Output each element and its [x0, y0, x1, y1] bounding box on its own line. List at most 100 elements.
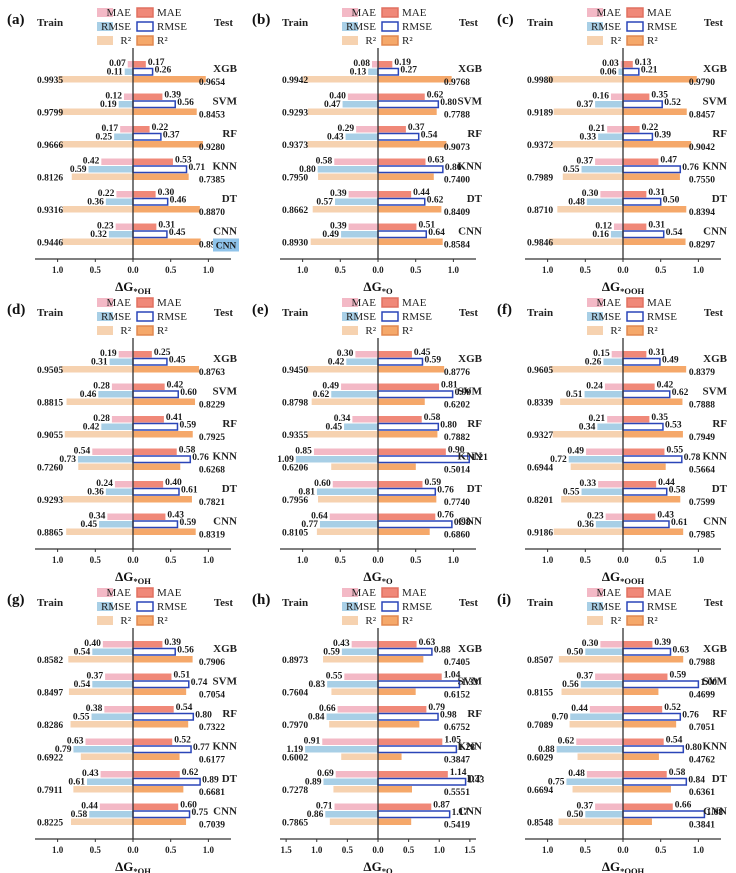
test-mae-bar — [623, 803, 673, 810]
test-mae-bar — [623, 448, 665, 455]
test-rmse-bar — [377, 810, 451, 819]
category-dt: DT 0.220.36 0.9316 0.300.46 0.8870 — [37, 188, 238, 218]
test-side-label: Test — [214, 17, 233, 29]
train-r2-bar — [318, 496, 378, 503]
legend-train-r2-label: R² — [610, 325, 621, 337]
legend-test-mae-label: MAE — [402, 7, 427, 19]
test-mae-bar — [133, 448, 177, 455]
test-mae-value: 0.59 — [424, 478, 441, 488]
legend-train-mae-label: MAE — [107, 7, 132, 19]
test-mae-bar — [378, 223, 417, 230]
train-rmse-bar — [566, 778, 623, 785]
train-r2-bar — [307, 431, 378, 438]
train-rmse-bar — [595, 101, 623, 108]
test-rmse-bar — [132, 390, 179, 399]
test-mae-value: 0.54 — [176, 703, 193, 713]
test-r2-value: 0.7051 — [689, 723, 715, 733]
x-tick-label: 0.5 — [580, 845, 592, 855]
test-r2-value: 0.9042 — [689, 143, 715, 153]
category-knn: KNN 0.580.800.7950 0.630.86 0.7400 — [282, 156, 482, 186]
train-rmse-bar — [603, 358, 623, 365]
train-mae-value: 0.42 — [83, 157, 100, 167]
model-label: KNN — [458, 451, 483, 463]
legend-train-r2-swatch — [97, 36, 113, 45]
train-mae-bar — [123, 93, 133, 100]
model-label: SVM — [458, 676, 483, 688]
legend-train-rmse-swatch — [587, 312, 603, 321]
legend-test-rmse-swatch — [381, 21, 399, 32]
category-knn: KNN 0.620.880.6029 0.540.80 0.4762 — [527, 736, 727, 766]
test-r2-value: 0.4699 — [689, 691, 715, 701]
test-rmse-value: 0.46 — [170, 196, 187, 206]
train-r2-bar — [570, 463, 623, 470]
category-rf: RF 0.340.45 0.9355 0.580.80 0.7882 — [282, 413, 482, 443]
train-rmse-bar — [341, 648, 378, 655]
legend-test-mae-label: MAE — [402, 587, 427, 599]
test-mae-bar — [378, 641, 417, 648]
train-rmse-value: 0.43 — [327, 133, 344, 143]
legend-train-rmse-swatch — [97, 312, 113, 321]
train-rmse-value: 0.81 — [298, 488, 315, 498]
x-tick-label: 0.5 — [342, 845, 354, 855]
legend-train-mae-swatch — [587, 588, 603, 597]
test-mae-bar — [623, 641, 653, 648]
test-mae-bar — [378, 481, 423, 488]
model-label: XGB — [213, 353, 238, 365]
test-rmse-value: 0.80 — [440, 421, 457, 431]
train-mae-value: 0.07 — [109, 59, 126, 69]
train-rmse-bar — [108, 231, 133, 238]
test-r2-bar — [623, 76, 697, 83]
train-mae-bar — [605, 513, 623, 520]
train-r2-value: 0.9980 — [527, 76, 553, 86]
x-tick-label: 1.0 — [542, 265, 554, 275]
train-r2-value: 0.8155 — [527, 689, 553, 699]
test-mae-value: 0.35 — [651, 91, 668, 101]
legend-test-r2-label: R² — [157, 35, 168, 47]
train-mae-value: 0.85 — [295, 447, 312, 457]
test-mae-value: 0.35 — [651, 413, 668, 423]
train-mae-bar — [607, 126, 623, 133]
model-label: XGB — [703, 353, 728, 365]
model-label: RF — [712, 708, 727, 720]
train-r2-value: 0.6206 — [282, 464, 308, 474]
test-rmse-value: 0.61 — [671, 518, 688, 528]
train-mae-value: 0.54 — [74, 447, 91, 457]
train-mae-value: 0.30 — [337, 349, 354, 359]
legend-train-rmse-label: RMSE — [591, 21, 621, 33]
x-axis-title-subscript: *OOH — [620, 866, 644, 873]
test-r2-bar — [623, 786, 671, 793]
train-rmse-bar — [87, 778, 133, 785]
train-r2-value: 0.7950 — [282, 174, 308, 184]
train-rmse-bar — [584, 391, 623, 398]
model-label: SVM — [458, 386, 483, 398]
test-rmse-bar — [132, 647, 176, 656]
test-mae-value: 0.37 — [408, 123, 425, 133]
x-tick-label: 0.5 — [410, 555, 422, 565]
legend: MAE MAE RMSE RMSE R² R² — [587, 297, 677, 337]
test-r2-bar — [133, 141, 203, 148]
cnn-highlight: CNN — [213, 238, 239, 252]
legend-train-rmse-swatch — [342, 22, 358, 31]
test-r2-bar — [378, 206, 442, 213]
legend-train-mae-label: MAE — [352, 587, 377, 599]
test-mae-value: 0.62 — [427, 91, 444, 101]
test-rmse-bar — [622, 810, 706, 819]
test-mae-bar — [623, 513, 656, 520]
train-r2-value: 0.6694 — [527, 786, 553, 796]
test-r2-value: 0.8379 — [689, 368, 715, 378]
model-label: XGB — [458, 353, 483, 365]
test-side-label: Test — [704, 307, 723, 319]
test-mae-bar — [623, 61, 633, 68]
x-tick-label: 0.5 — [580, 265, 592, 275]
test-rmse-value: 0.74 — [191, 678, 208, 688]
panel-label: (e) — [252, 302, 269, 318]
train-rmse-bar — [98, 391, 133, 398]
train-r2-value: 0.9372 — [527, 141, 553, 151]
test-mae-value: 0.63 — [427, 156, 444, 166]
train-side-label: Train — [282, 307, 308, 319]
test-rmse-value: 0.62 — [427, 196, 444, 206]
train-r2-bar — [333, 786, 378, 793]
train-mae-value: 0.30 — [582, 639, 599, 649]
legend-test-r2-label: R² — [402, 35, 413, 47]
train-mae-value: 0.38 — [86, 704, 103, 714]
